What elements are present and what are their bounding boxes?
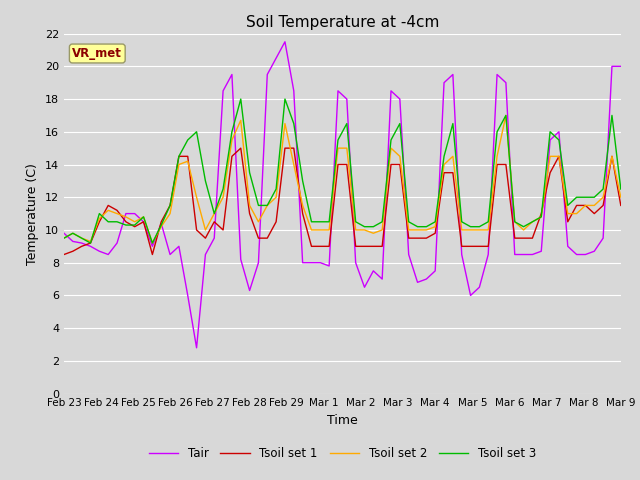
Tsoil set 1 — [237, 145, 244, 151]
Tsoil set 2 — [502, 112, 509, 118]
Tsoil set 3 — [352, 219, 360, 225]
Tsoil set 3 — [237, 96, 244, 102]
Tsoil set 2 — [431, 224, 439, 229]
Tair — [431, 268, 439, 274]
Tsoil set 1 — [431, 230, 439, 236]
Tsoil set 3 — [440, 154, 448, 159]
Tsoil set 3 — [60, 235, 68, 241]
Tsoil set 1 — [378, 243, 386, 249]
Line: Tsoil set 1: Tsoil set 1 — [64, 148, 621, 254]
Tair — [131, 211, 138, 216]
Tair — [387, 88, 395, 94]
Line: Tsoil set 2: Tsoil set 2 — [64, 115, 621, 243]
Line: Tair: Tair — [64, 42, 621, 348]
Line: Tsoil set 3: Tsoil set 3 — [64, 99, 621, 243]
Tsoil set 1 — [131, 224, 138, 229]
Tair — [308, 260, 316, 265]
Text: VR_met: VR_met — [72, 47, 122, 60]
Tair — [60, 230, 68, 236]
Y-axis label: Temperature (C): Temperature (C) — [26, 163, 39, 264]
Tsoil set 2 — [131, 219, 138, 225]
Tsoil set 3 — [86, 240, 94, 246]
Tsoil set 2 — [148, 240, 156, 246]
Legend: Tair, Tsoil set 1, Tsoil set 2, Tsoil set 3: Tair, Tsoil set 1, Tsoil set 2, Tsoil se… — [144, 443, 541, 465]
Tsoil set 3 — [308, 219, 316, 225]
Tair — [440, 80, 448, 85]
Tair — [193, 345, 200, 351]
Tsoil set 2 — [378, 227, 386, 233]
Tsoil set 3 — [140, 214, 147, 220]
Tsoil set 2 — [299, 203, 307, 208]
Tsoil set 1 — [422, 235, 430, 241]
Tsoil set 2 — [343, 145, 351, 151]
Tsoil set 3 — [617, 186, 625, 192]
X-axis label: Time: Time — [327, 414, 358, 427]
Tsoil set 1 — [60, 252, 68, 257]
Tair — [352, 260, 360, 265]
Tsoil set 2 — [617, 194, 625, 200]
Tsoil set 1 — [617, 203, 625, 208]
Tsoil set 1 — [299, 211, 307, 216]
Tsoil set 2 — [60, 235, 68, 241]
Tair — [617, 63, 625, 69]
Tair — [281, 39, 289, 45]
Tsoil set 1 — [343, 162, 351, 168]
Tsoil set 2 — [422, 227, 430, 233]
Title: Soil Temperature at -4cm: Soil Temperature at -4cm — [246, 15, 439, 30]
Tsoil set 3 — [431, 219, 439, 225]
Tsoil set 3 — [387, 137, 395, 143]
